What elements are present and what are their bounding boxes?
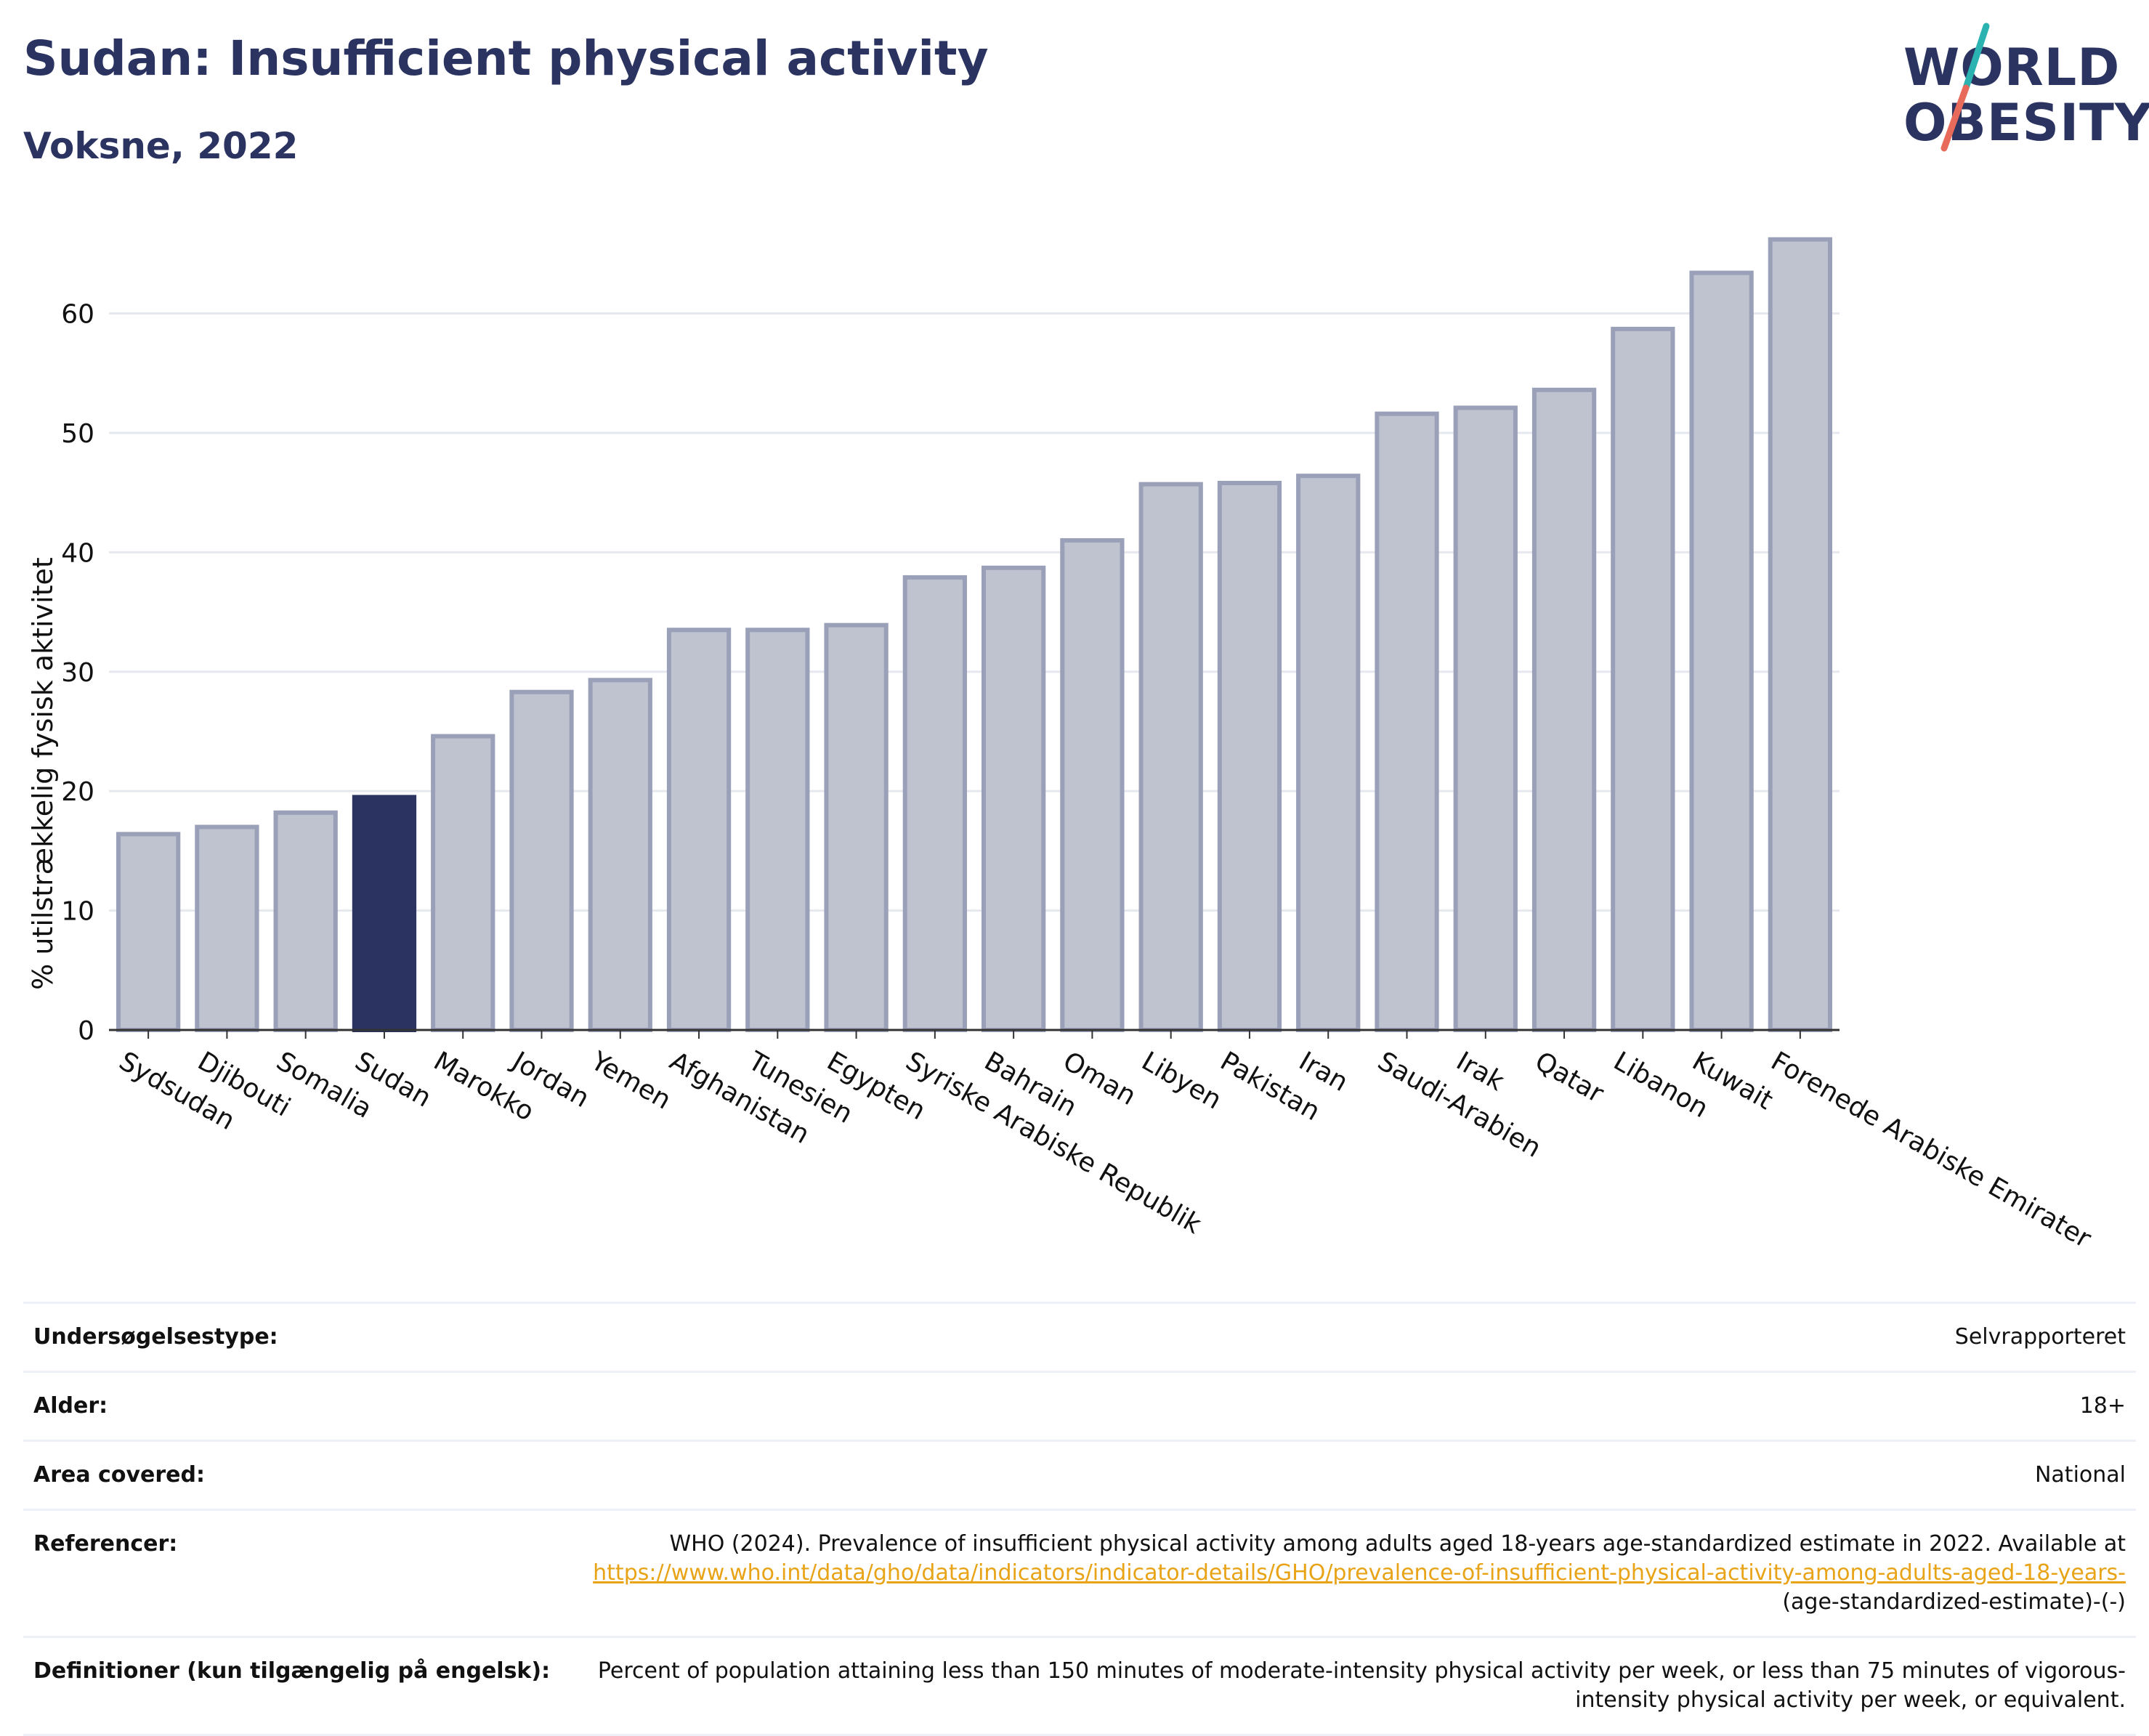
bar-libanon <box>1611 326 1675 1032</box>
info-value: Selvrapporteret <box>1954 1324 2126 1350</box>
info-key: Definitioner (kun tilgængelig på engelsk… <box>33 1658 551 1684</box>
bar-yemen <box>588 678 652 1033</box>
bar-egypten <box>824 622 889 1032</box>
info-key: Undersøgelsestype: <box>33 1324 278 1350</box>
x-tick-label: Forenede Arabiske Emirater <box>1766 1046 2097 1254</box>
bar-iran <box>1296 474 1361 1033</box>
bar-syriske-arabiske-republik <box>902 575 968 1032</box>
bar-marokko <box>431 734 495 1032</box>
world-obesity-logo: WORLD OBESITY <box>1896 19 2149 157</box>
bar-pakistan <box>1217 480 1282 1032</box>
reference-suffix: (age-standardized-estimate)-(-) <box>1782 1589 2126 1615</box>
bar-djibouti <box>195 824 259 1032</box>
reference-text: WHO (2024). Prevalence of insufficient p… <box>669 1531 2126 1557</box>
bar-tunesien <box>745 628 810 1032</box>
x-tick-label: Libyen <box>1136 1046 1226 1115</box>
y-tick-label: 30 <box>61 658 94 688</box>
bar-sydsudan <box>116 832 181 1032</box>
bar-afghanistan <box>666 628 732 1032</box>
logo-slash-icon <box>1940 23 1990 152</box>
info-value: Percent of population attaining less tha… <box>597 1658 2126 1713</box>
info-value: WHO (2024). Prevalence of insufficient p… <box>560 1510 2136 1637</box>
bar-jordan <box>509 689 574 1033</box>
info-row-area-covered: Area covered: National <box>23 1440 2136 1510</box>
info-row-references: Referencer: WHO (2024). Prevalence of in… <box>23 1509 2136 1637</box>
bar-saudi-arabien <box>1375 411 1439 1032</box>
y-tick-label: 50 <box>61 419 94 449</box>
info-value: National <box>2034 1462 2126 1488</box>
bar-oman <box>1060 538 1125 1033</box>
y-axis-ticks: 0 10 20 30 40 50 60 <box>61 300 94 1046</box>
bar-libyen <box>1138 482 1203 1032</box>
bar-chart: 0 10 20 30 40 50 60 SydsudanDjiboutiSomaliaSud… <box>27 237 2096 1254</box>
x-tick-label: Yemen <box>586 1046 676 1116</box>
bar-somalia <box>273 810 338 1032</box>
chart-bars <box>116 237 1833 1033</box>
y-axis-label: % utilstrækkelig fysisk aktivitet <box>27 557 59 990</box>
info-row-survey-type: Undersøgelsestype: Selvrapporteret <box>23 1302 2136 1372</box>
logo-word-world: WORLD <box>1903 38 2121 97</box>
chart-title: Sudan: Insufficient physical activity <box>23 31 989 86</box>
info-key: Alder: <box>33 1393 108 1419</box>
x-tick-label: Qatar <box>1530 1046 1608 1108</box>
y-tick-label: 60 <box>61 300 94 330</box>
x-axis-ticks: SydsudanDjiboutiSomaliaSudanMarokkoJorda… <box>114 1030 2096 1254</box>
info-row-age: Alder: 18+ <box>23 1371 2136 1441</box>
info-key: Area covered: <box>33 1462 205 1488</box>
y-tick-label: 10 <box>61 897 94 927</box>
bar-sudan <box>352 795 417 1032</box>
info-key: Referencer: <box>33 1531 178 1557</box>
bar-forenede-arabiske-emirater <box>1768 237 1833 1032</box>
metadata-table: Undersøgelsestype: Selvrapporteret Alder… <box>23 1302 2136 1736</box>
chart-subtitle: Voksne, 2022 <box>23 125 299 167</box>
bar-kuwait <box>1689 270 1754 1033</box>
bar-irak <box>1453 405 1518 1032</box>
y-tick-label: 0 <box>78 1016 94 1046</box>
bar-bahrain <box>981 565 1046 1032</box>
info-value: 18+ <box>2079 1393 2126 1419</box>
y-tick-label: 20 <box>61 777 94 807</box>
reference-link[interactable]: https://www.who.int/data/gho/data/indica… <box>593 1560 2126 1586</box>
y-tick-label: 40 <box>61 538 94 568</box>
bar-qatar <box>1531 387 1597 1032</box>
info-row-definitions: Definitioner (kun tilgængelig på engelsk… <box>23 1636 2136 1735</box>
